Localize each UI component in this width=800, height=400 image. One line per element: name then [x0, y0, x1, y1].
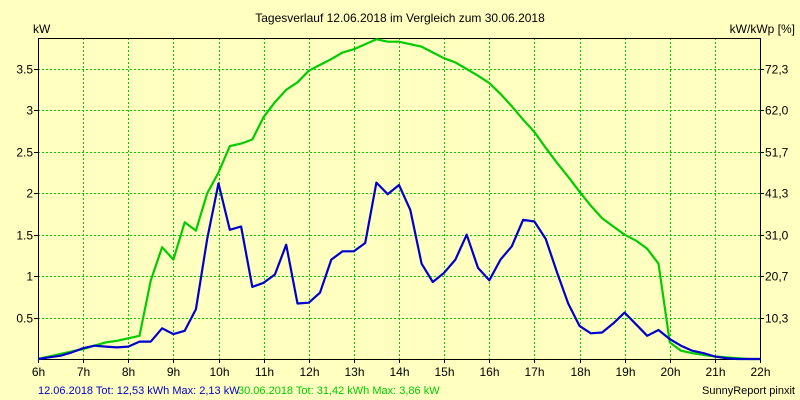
x-tick-label: 15h	[434, 365, 454, 379]
y-tick-label-right: 51,7	[765, 146, 789, 160]
y-tick-label-right: 31,0	[765, 229, 789, 243]
footer-credit: SunnyReport pinxit	[702, 385, 795, 397]
x-tick-label: 9h	[167, 365, 180, 379]
series-line-12.06.2018	[37, 181, 760, 361]
y-tick-label-left: 2.5	[16, 146, 33, 160]
y-tick-label-left: 0.5	[16, 312, 33, 326]
y-tick-label-left: 3.5	[16, 63, 33, 77]
y-tick-label-left: 1.5	[16, 229, 33, 243]
x-tick-label: 17h	[524, 365, 544, 379]
x-tick-label: 21h	[705, 365, 725, 379]
x-axis: 6h 7h 8h 9h 10h 11h 12h 13h 14h 15h 16h 17h 18h 19h 20…	[32, 359, 771, 379]
y-tick-label-right: 62,0	[765, 104, 789, 118]
x-tick-label: 7h	[77, 365, 90, 379]
chart-title: Tagesverlauf 12.06.2018 im Vergleich zum…	[255, 11, 545, 25]
x-tick-label: 13h	[344, 365, 364, 379]
y-tick-label-left: 1	[26, 270, 33, 284]
x-tick-label: 22h	[750, 365, 770, 379]
x-tick-label: 16h	[479, 365, 499, 379]
x-tick-label: 6h	[32, 365, 45, 379]
y-axis-right-label: kW/kWp [%]	[730, 22, 795, 36]
series-lines	[37, 38, 760, 361]
y-tick-label-right: 10,3	[765, 312, 789, 326]
x-tick-label: 12h	[299, 365, 319, 379]
y-tick-label-left: 2	[26, 187, 33, 201]
y-tick-label-right: 20,7	[765, 270, 789, 284]
y-tick-label-right: 41,3	[765, 187, 789, 201]
y-axis-right: 10,3 20,7 31,0 41,3 51,7 62,0 72,3	[760, 63, 789, 326]
x-tick-label: 11h	[255, 365, 274, 379]
y-tick-label-left: 3	[26, 104, 33, 118]
x-tick-label: 20h	[660, 365, 680, 379]
x-tick-label: 8h	[122, 365, 135, 379]
legend-series-2: 30.06.2018 Tot: 31,42 kWh Max: 3,86 kW	[238, 385, 440, 397]
x-tick-label: 14h	[389, 365, 409, 379]
x-tick-label: 10h	[209, 365, 229, 379]
y-tick-label-right: 72,3	[765, 63, 789, 77]
x-tick-label: 19h	[615, 365, 635, 379]
y-axis-left-label: kW	[33, 22, 51, 36]
series-line-30.06.2018	[37, 38, 760, 361]
y-axis-left: 0.5 1 1.5 2 2.5 3 3.5	[16, 63, 38, 326]
legend-series-1: 12.06.2018 Tot: 12,53 kWh Max: 2,13 kW	[38, 385, 240, 397]
x-tick-label: 18h	[570, 365, 590, 379]
grid	[38, 38, 760, 359]
